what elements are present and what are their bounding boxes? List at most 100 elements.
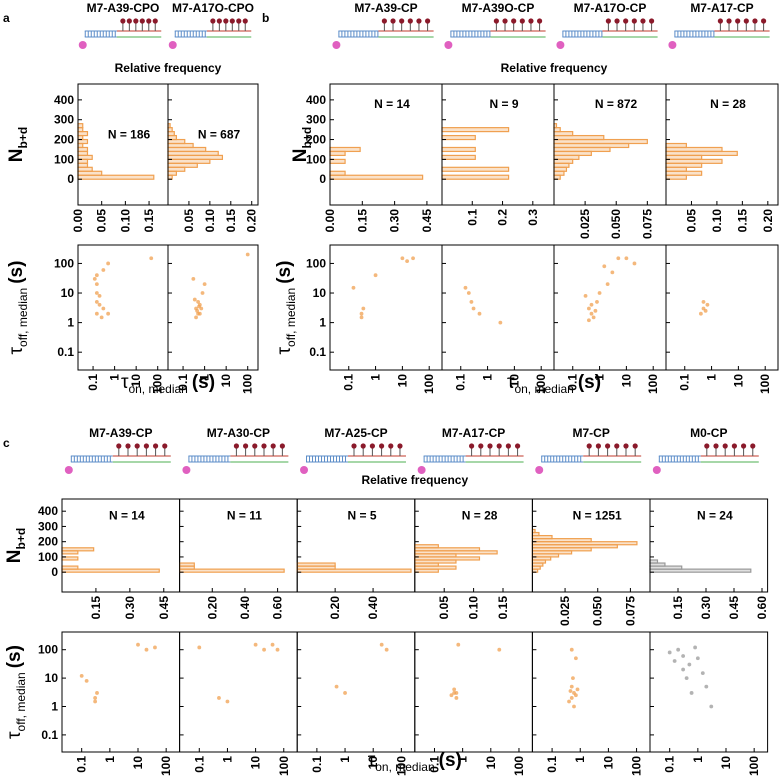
label-main: τ [121,372,129,393]
schematic-dye [605,18,611,24]
schematic-bead [556,41,565,49]
hist-bar [61,547,95,552]
x-tick-label: 0.20 [328,596,342,620]
scatter-point [452,687,457,692]
construct-name: M7-CP [573,426,610,440]
scatter-point [693,645,698,650]
schematic-dye [478,443,484,449]
scatter-point [583,293,588,298]
scatter-point [624,256,629,261]
x-tick-label: 0.3 [526,209,540,226]
y-tick-label: 300 [306,113,326,127]
scatter-point [270,642,275,647]
plot-frame [296,631,416,753]
schematic-dye [252,443,258,449]
scatter-point [149,256,154,261]
label-main: N [290,148,311,162]
scatter-point [106,311,111,316]
label-sub: on, median [514,382,573,396]
x-tick-label: 10 [484,756,498,770]
schematic-dye [640,18,646,24]
x-tick-label: 1 [705,374,719,381]
x-tick-label: 10 [731,374,745,388]
n-annotation: N = 28 [710,97,746,111]
schematic-dye [604,443,611,449]
x-tick-label: 100 [394,756,408,776]
x-tick-label: 0.20 [245,209,259,233]
schematic-dye [731,443,737,449]
schematic-dye [242,443,249,449]
scatter-point [411,256,415,261]
schematic-dye [726,18,732,24]
x-tick-label: 0.025 [578,209,592,239]
y-tick-label: 10 [61,286,75,300]
x-tick-label: 0.2 [496,209,510,226]
y-tick-label: 100 [38,643,58,657]
label-sub: on, median [128,382,187,396]
schematic-dye [146,18,152,24]
panel-letter: b [262,11,269,25]
scatter-point [568,689,573,693]
schematic-dye [761,18,767,24]
schematic-dye [743,18,749,24]
x-tick-label: 10 [395,374,409,388]
schematic-dye [378,443,385,449]
x-tick-label: 100 [159,756,173,776]
schematic-dye [502,18,508,24]
schematic-dye [139,18,145,24]
n-annotation: N = 28 [462,508,498,522]
scatter-point [334,684,339,689]
label-main: τ [368,750,376,771]
x-tick-label: 0.40 [238,596,252,620]
schematic-bead [668,41,677,49]
x-tick-label: 100 [534,374,548,394]
label-unit: (s) [4,645,25,668]
x-tick-label: 100 [747,756,761,776]
x-tick-label: 0.1 [75,756,89,773]
plot-frame [61,631,181,753]
label-main: N [4,549,25,563]
scatter-point [93,699,98,704]
scatter-point [586,318,591,323]
scatter-point [99,315,104,320]
y-tick-label: 200 [38,535,58,549]
schematic-bead [78,41,87,49]
schematic-dye [493,18,499,24]
plot-frame [441,244,555,371]
label-unit: (s) [439,750,462,771]
y-tick-label: 100 [38,550,58,564]
schematic-dye [631,18,637,24]
x-tick-label: 0.025 [558,596,572,626]
label-sub: off, median [284,288,298,347]
scatter-point [591,315,596,320]
scatter-point [359,311,364,316]
hist-bar [77,123,84,129]
scatter-point [92,277,97,281]
construct-name: M7-A17O-CPO [172,1,254,15]
y-tick-label: 10 [313,286,327,300]
x-tick-label: 1 [573,756,587,763]
x-tick-label: 1 [593,374,607,381]
schematic-dye [233,443,240,449]
schematic-dye [469,443,475,449]
x-tick-label: 0.45 [420,209,434,233]
label-main: N [6,148,27,162]
scatter-point [695,656,700,661]
schematic-dye [134,443,140,449]
x-tick-label: 100 [630,756,644,776]
x-tick-label: 0.1 [86,374,100,391]
schematic-dye [722,443,728,449]
scatter-point [192,297,197,302]
plot-frame [649,631,769,753]
x-tick-label: 0.10 [710,209,724,233]
y-tick-label: 0 [319,172,326,186]
scatter-point [384,647,389,652]
scatter-point [569,684,574,689]
x-tick-label: 0.60 [755,596,769,620]
x-tick-label: 0.00 [71,209,85,233]
plot-frame [414,631,533,753]
scatter-x-label: τon, median (s) [368,750,462,774]
label-sub: off, median [14,672,28,731]
construct-name: M7-A39O-CP [462,1,535,15]
x-tick-label: 0.1 [454,374,468,391]
